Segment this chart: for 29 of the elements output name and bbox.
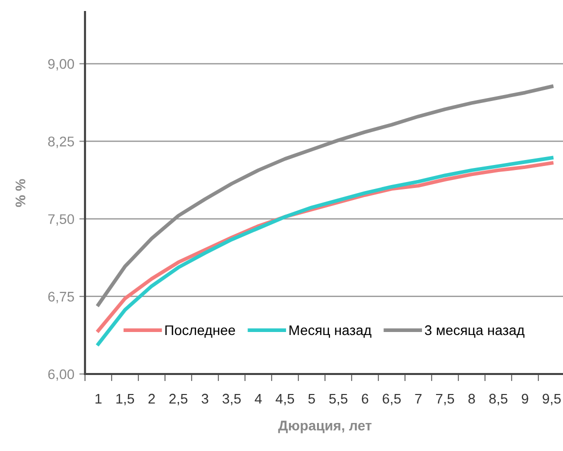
x-axis-title: Дюрация, лет (278, 420, 372, 434)
x-tick-label: 3,5 (222, 394, 241, 406)
x-tick-label: 2,5 (169, 394, 188, 406)
x-tick-label: 2 (148, 394, 155, 404)
x-tick-label: 7,5 (436, 394, 454, 406)
x-tick-label: 5,5 (329, 394, 348, 406)
x-tick-label: 8,5 (489, 394, 508, 406)
y-tick-label: 6,00 (48, 369, 74, 381)
x-tick-label: 1 (96, 394, 102, 404)
line-series (96, 84, 554, 307)
x-tick-label: 9 (522, 394, 528, 404)
x-tick-label: 4 (254, 394, 262, 404)
y-tick-label: 6,75 (48, 292, 74, 304)
x-tick-label: 7 (415, 394, 422, 404)
x-tick-label: 8 (468, 394, 475, 404)
x-tick-label: 1,5 (116, 394, 134, 406)
x-tick-label: 6,5 (382, 394, 401, 406)
legend-label: 3 месяца назад (424, 325, 524, 338)
x-tick-label: 9,5 (542, 394, 561, 406)
legend-label: Месяц назад (290, 325, 372, 338)
x-tick-label: 3 (202, 394, 208, 404)
y-tick-label: 7,50 (48, 214, 74, 226)
legend-label: Последнее (165, 325, 236, 338)
x-tick-label: 4,5 (276, 394, 294, 406)
x-tick-label: 6 (362, 394, 368, 404)
y-tick-label: 8,25 (48, 136, 74, 148)
x-tick-label: 5 (308, 394, 315, 404)
y-axis-title: % % (16, 179, 26, 207)
y-tick-label: 9,00 (48, 59, 74, 71)
